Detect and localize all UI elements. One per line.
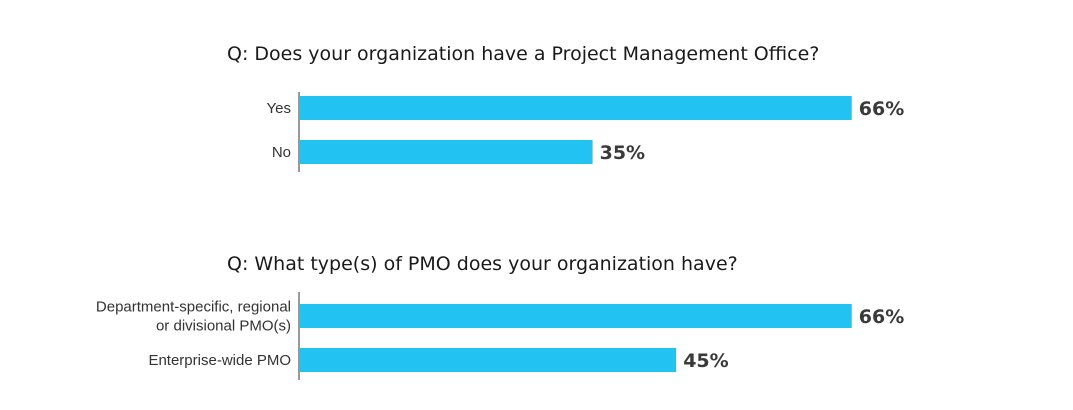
bar-group: 66% Yes 35% No: [267, 96, 904, 164]
category-label: Enterprise-wide PMO: [148, 352, 291, 369]
bar: [300, 304, 852, 328]
bar: [300, 140, 593, 164]
bar-group: 66% Department-specific, regional or divis…: [96, 299, 904, 372]
category-label-line: Enterprise-wide PMO: [148, 352, 291, 369]
category-label-line: No: [272, 144, 291, 161]
value-label: 45%: [683, 350, 728, 372]
chart-pmo-types: Q: What type(s) of PMO does your organiz…: [96, 253, 904, 380]
chart-pmo-existence: Q: Does your organization have a Project…: [227, 43, 904, 172]
value-label: 66%: [859, 98, 904, 120]
category-label-line: Department-specific, regional: [96, 299, 291, 316]
bar: [300, 348, 677, 372]
category-label: No: [272, 144, 291, 161]
chart-title: Q: What type(s) of PMO does your organiz…: [227, 253, 738, 275]
category-label-line: or divisional PMO(s): [156, 318, 291, 335]
category-label-line: Yes: [267, 100, 291, 117]
bar: [300, 96, 852, 120]
category-label: Department-specific, regional or division…: [96, 299, 291, 335]
value-label: 66%: [859, 306, 904, 328]
category-label: Yes: [267, 100, 291, 117]
value-label: 35%: [600, 142, 645, 164]
chart-title: Q: Does your organization have a Project…: [227, 43, 819, 65]
